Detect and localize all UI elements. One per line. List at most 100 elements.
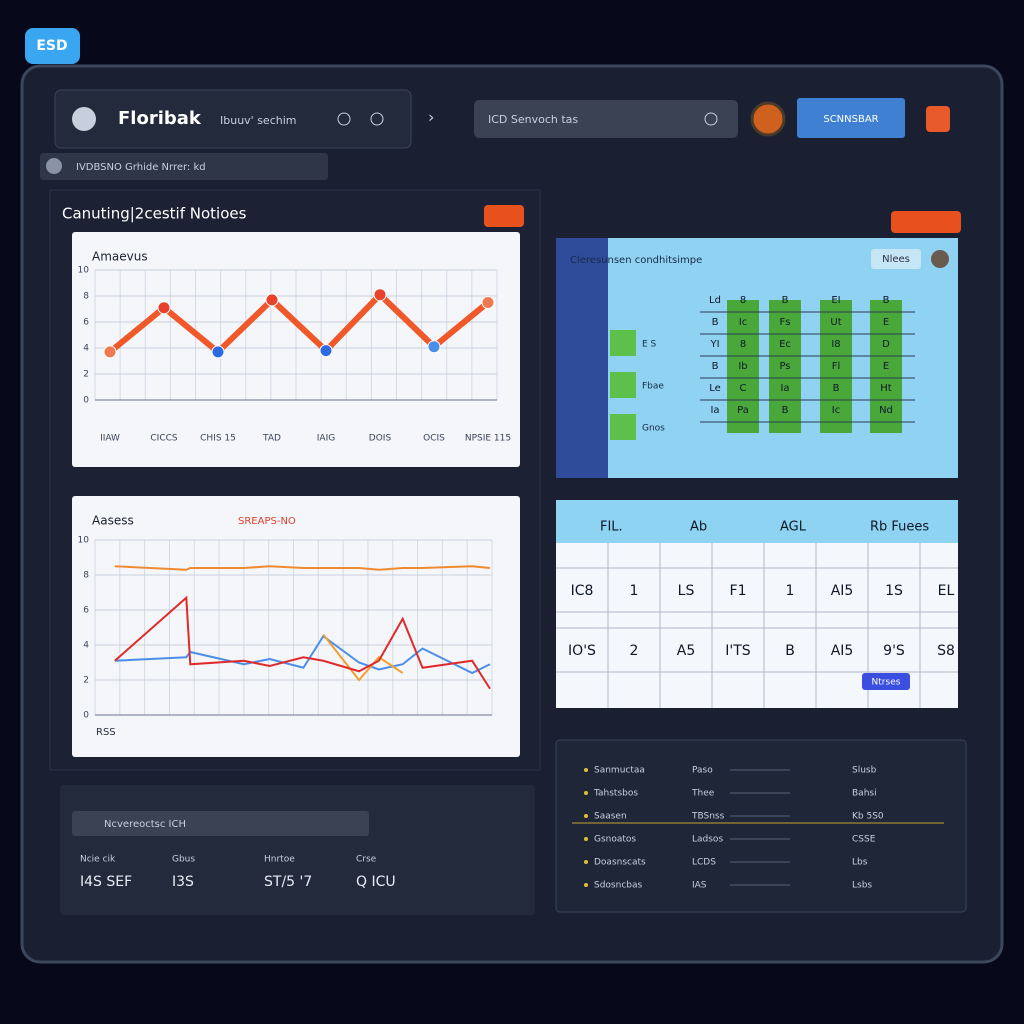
row-value: Slusb — [852, 766, 877, 776]
row-value: Thee — [691, 789, 715, 799]
table-cell: AI5 — [831, 643, 854, 659]
calendar-cell: D — [882, 339, 890, 350]
calendar-cell: I8 — [831, 339, 840, 350]
calendar-sidebar — [556, 238, 608, 478]
table-cell: A5 — [677, 643, 695, 659]
table-cell: 1 — [630, 583, 639, 599]
marker — [319, 344, 333, 358]
badge[interactable] — [25, 28, 80, 64]
calendar-cell: Fs — [780, 317, 791, 328]
calendar-button[interactable] — [871, 249, 921, 269]
calendar-title: Cleresunsen condhitsimpe — [570, 255, 702, 266]
icon[interactable] — [370, 112, 384, 126]
table-button[interactable] — [862, 673, 910, 690]
bottom-right-panel — [555, 739, 967, 913]
row-label: Gsnoatos — [594, 835, 636, 845]
table-cell: 1S — [885, 583, 903, 599]
header — [54, 89, 412, 149]
row-label: Saasen — [594, 812, 627, 822]
stat-value: I4S SEF — [80, 874, 132, 890]
calendar-cell: Pa — [737, 405, 749, 416]
x-tick-label: TAD — [262, 434, 281, 444]
x-tick-label: CHIS 15 — [200, 434, 236, 444]
y-tick-label: 4 — [83, 344, 89, 354]
calendar-cell: Ia — [780, 383, 789, 394]
calendar-cell: Ic — [739, 317, 747, 328]
series-line — [322, 633, 404, 682]
button-text: SCNNSBAR — [823, 114, 878, 125]
tab-icon — [46, 158, 62, 174]
x-tick-label: IIAW — [100, 434, 120, 444]
calendar-cell: E — [883, 317, 889, 328]
table-header — [556, 500, 958, 543]
sidebar-item — [610, 414, 636, 440]
marker — [103, 345, 117, 359]
calendar-cell: E — [883, 361, 889, 372]
y-tick-label: 0 — [83, 396, 89, 406]
icon[interactable] — [337, 112, 351, 126]
marker — [373, 288, 387, 302]
table-cell: AI5 — [831, 583, 854, 599]
stat-value: I3S — [172, 874, 194, 890]
calendar-cell: Le — [709, 383, 721, 394]
avatar[interactable] — [750, 101, 786, 137]
chart-card — [72, 496, 520, 757]
row-value: Lbs — [852, 858, 868, 868]
sidebar-item — [610, 330, 636, 356]
search[interactable] — [474, 100, 738, 138]
row-label: Sanmuctaa — [594, 766, 645, 776]
marker — [265, 293, 279, 307]
row-value: TBSnss — [691, 812, 725, 822]
calendar-cell: B — [712, 361, 719, 372]
table-cell: LS — [678, 583, 695, 599]
primary-button[interactable] — [797, 98, 905, 138]
y-tick-label: 6 — [83, 318, 89, 328]
tab-text[interactable]: IVDBSNO Grhide Nrrer: kd — [76, 162, 206, 173]
row-dot — [584, 791, 588, 795]
pill[interactable] — [484, 205, 524, 227]
table-cell: 9'S — [883, 643, 905, 659]
x-tick-label: CICCS — [150, 434, 178, 444]
chart-title: Amaevus — [92, 250, 148, 264]
y-tick-label: 10 — [78, 266, 90, 276]
section-title: Canuting|2cestif Notioes — [62, 205, 247, 223]
calendar-cell: Ec — [779, 339, 791, 350]
marker — [211, 345, 225, 359]
button-text: Ntrses — [872, 678, 901, 688]
row-value: Ladsos — [692, 835, 723, 845]
button-text[interactable]: Nlees — [882, 254, 910, 265]
row-value: IAS — [692, 881, 707, 891]
marker — [427, 340, 441, 354]
row-value: Kb 5S0 — [852, 812, 884, 822]
alert-button[interactable] — [926, 106, 950, 132]
stat-label: Crse — [356, 855, 377, 865]
x-tick-label: DOIS — [369, 434, 392, 444]
line — [108, 291, 490, 355]
row-value: Lsbs — [852, 881, 872, 891]
bottom-left-panel — [60, 785, 535, 915]
y-tick-label: 2 — [83, 676, 89, 686]
row-dot — [584, 837, 588, 841]
sidebar-label: Gnos — [642, 424, 665, 434]
table-cell: S8 — [937, 643, 955, 659]
pill[interactable] — [891, 211, 961, 233]
table-cell: 2 — [630, 643, 639, 659]
y-tick-label: 6 — [83, 606, 89, 616]
row-label: Doasnscats — [594, 858, 646, 868]
input[interactable] — [72, 811, 369, 836]
chevron[interactable]: › — [428, 108, 434, 127]
calendar-column — [870, 300, 902, 433]
x-tick-label: NPSIE 115 — [465, 434, 511, 444]
table-cell: IC8 — [571, 583, 594, 599]
y-tick-label: 4 — [83, 641, 89, 651]
subtitle: Ibuuv' sechim — [220, 114, 297, 127]
calendar-cell: YI — [709, 339, 719, 350]
calendar-cell: 8 — [740, 295, 746, 306]
table-column: Ab — [690, 520, 707, 535]
series-line — [114, 595, 491, 690]
table-cell: F1 — [730, 583, 747, 599]
table-cell: IO'S — [568, 643, 596, 659]
row-label: Sdosncbas — [594, 881, 643, 891]
y-tick-label: 8 — [83, 292, 89, 302]
